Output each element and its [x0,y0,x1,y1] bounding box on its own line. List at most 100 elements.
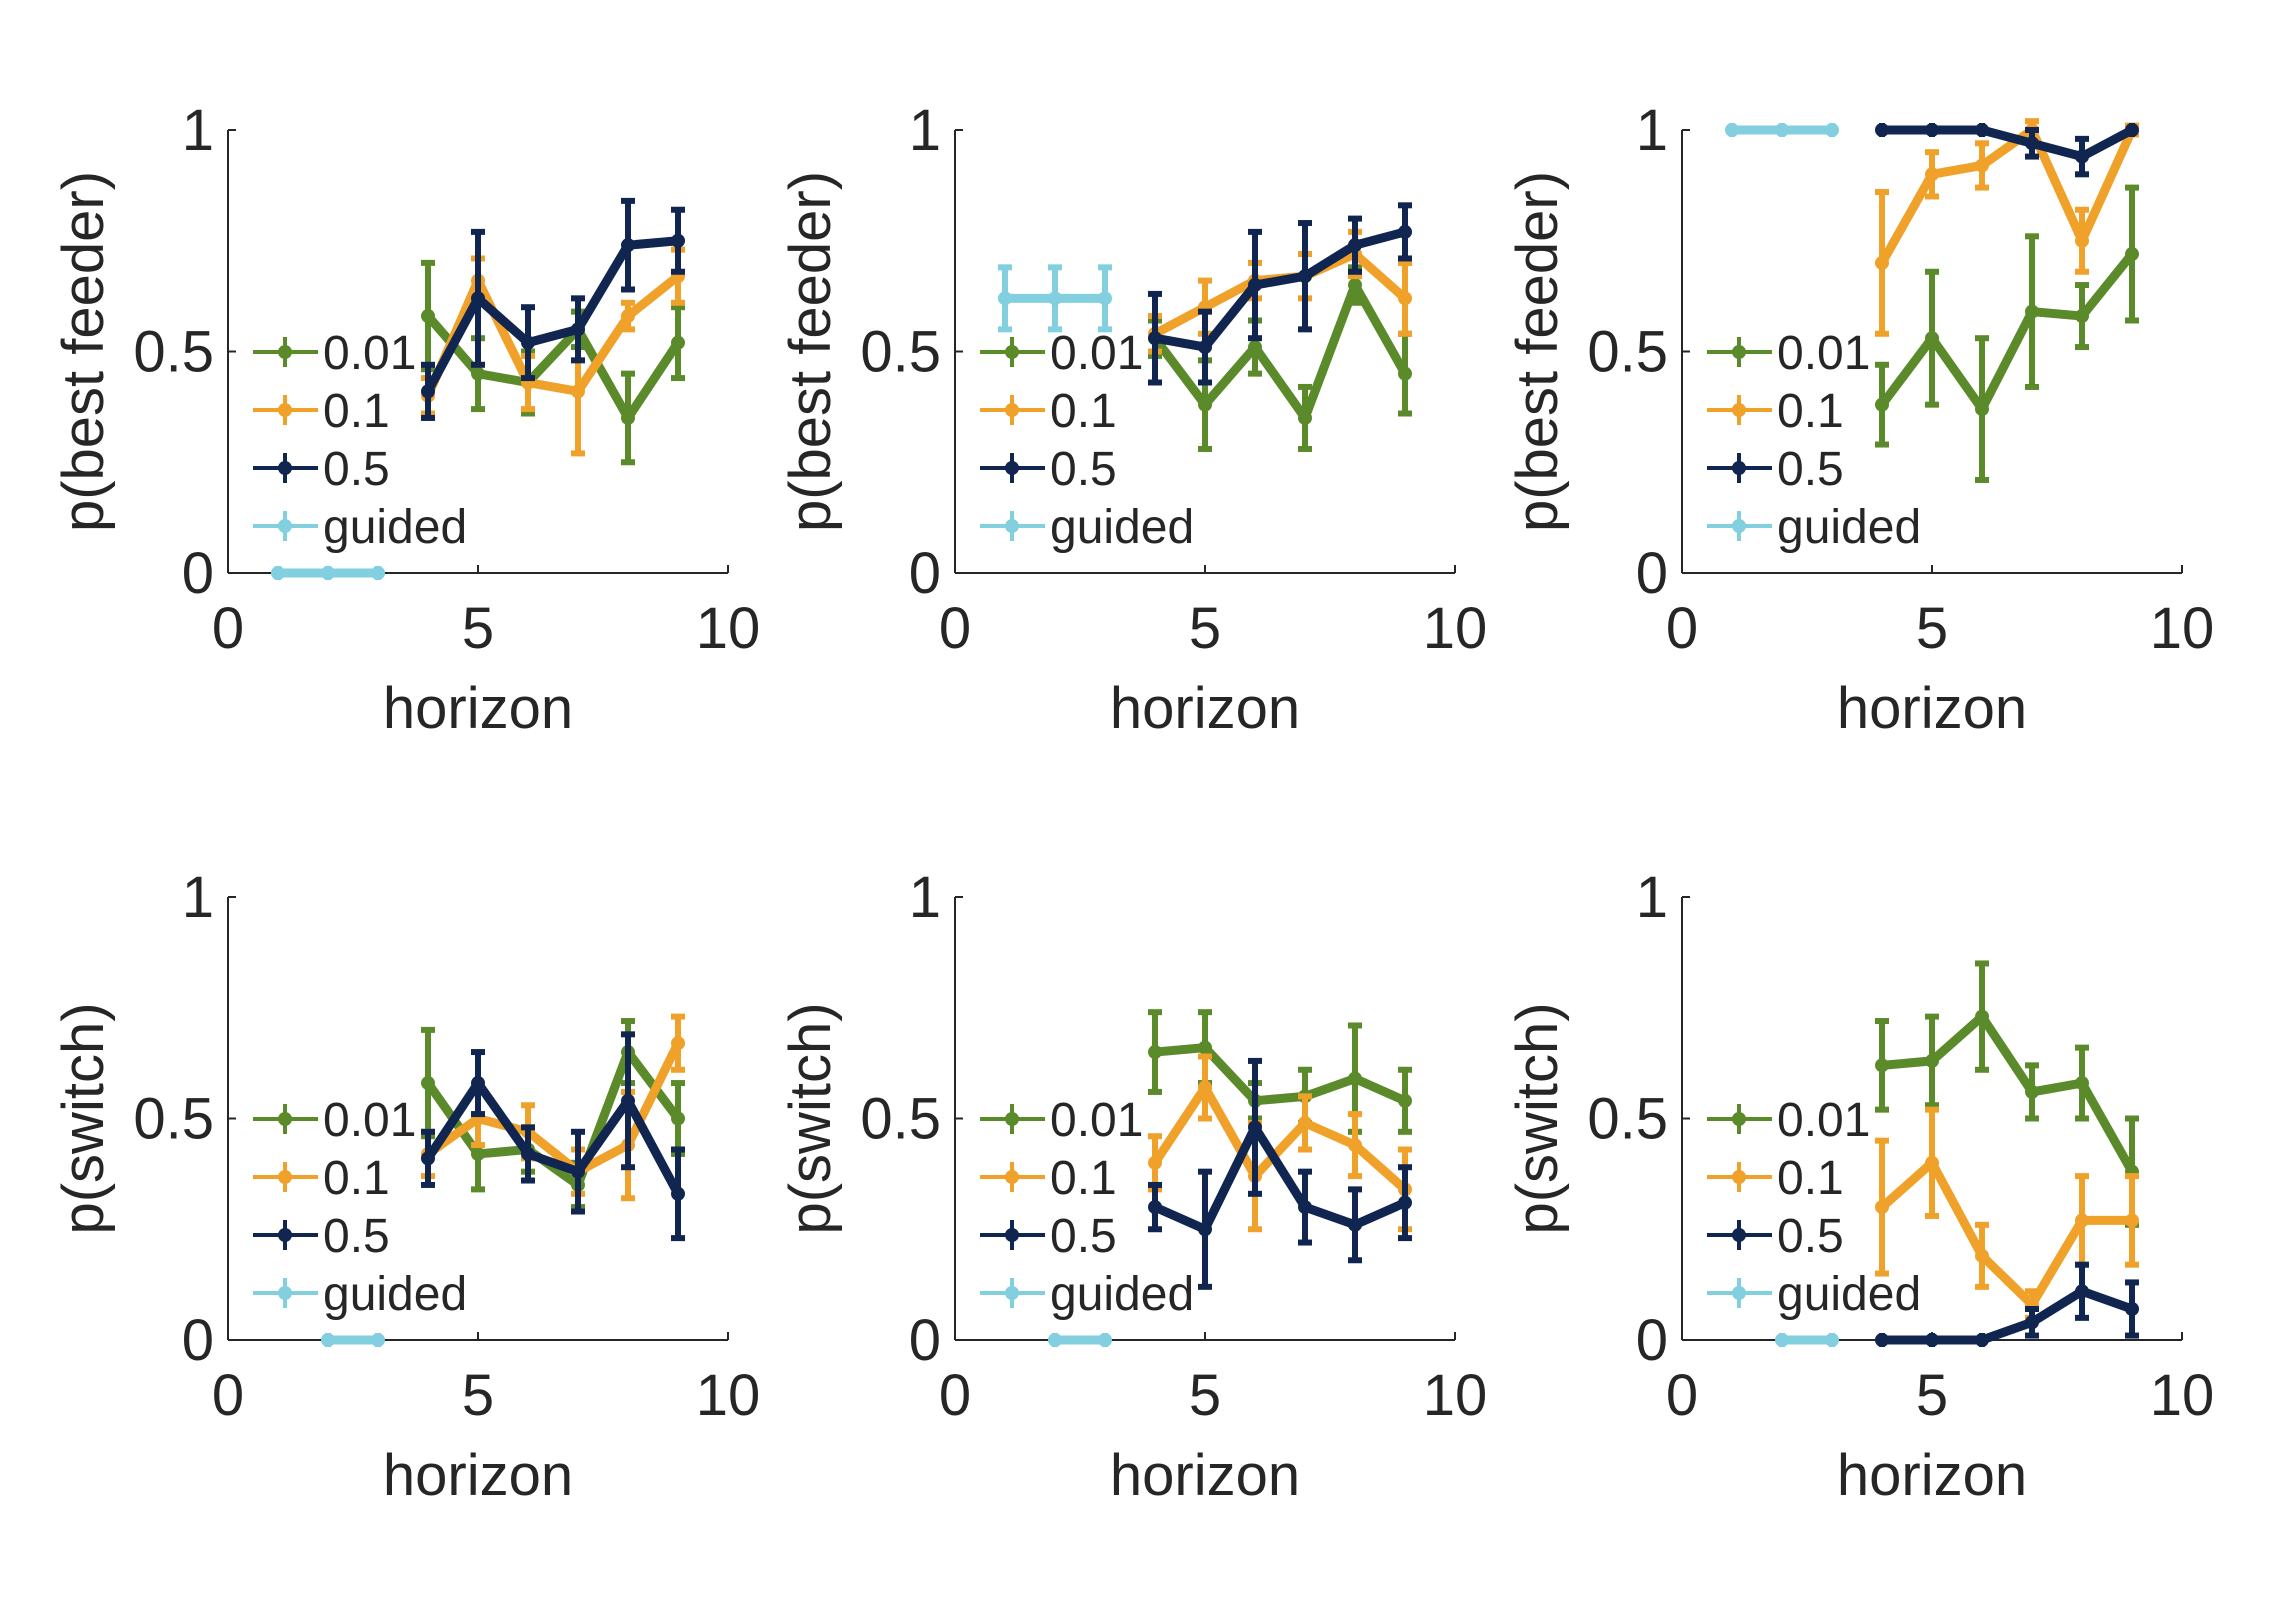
legend-swatch-marker [1732,1170,1746,1184]
y-tick-label: 0 [182,541,214,606]
series-guided [1725,123,1839,137]
x-tick-label: 0 [1666,596,1698,661]
y-tick-label: 0 [1636,541,1668,606]
data-point [671,1111,685,1126]
data-point [671,1036,685,1051]
y-axis-label: p(best feeder) [778,171,843,532]
series-0.5 [1875,123,2139,178]
series-line [423,1078,683,1199]
data-point [271,566,285,580]
data-point [1775,1333,1789,1347]
data-point [471,366,485,381]
y-axis-label: p(best feeder) [1505,171,1570,532]
legend-item-0.01: 0.01 [253,1094,416,1147]
data-point [2025,136,2039,151]
x-tick-label: 10 [696,596,761,661]
series-line [1877,1158,2137,1310]
series-line [1877,1286,2137,1345]
data-point [1098,291,1112,306]
legend-swatch-marker [1732,461,1746,475]
data-point [1298,410,1312,425]
y-tick-label: 1 [909,865,941,930]
data-point [421,1151,435,1166]
legend-item-guided: guided [1707,501,1921,554]
series-line [1877,1012,2137,1177]
legend-label: 0.01 [1777,1094,1870,1147]
y-tick-label: 1 [1636,865,1668,930]
data-point [521,1146,535,1161]
series-guided [271,566,385,580]
legend-label: 0.5 [1777,443,1844,496]
data-point [471,291,485,306]
legend-label: guided [1777,501,1921,554]
legend-item-0.01: 0.01 [1707,1094,1870,1147]
y-axis-label: p(switch) [778,1002,843,1234]
series-line [1150,227,1410,352]
y-tick-label: 0.5 [1587,320,1668,385]
data-point [1148,1200,1162,1215]
data-point [1398,291,1412,306]
data-point [1348,238,1362,253]
data-point [1925,1333,1939,1347]
legend-label: 0.1 [1777,1152,1844,1205]
data-point [2125,247,2139,262]
legend-swatch-marker [1732,1228,1746,1242]
data-point [1248,340,1262,355]
data-point [1925,1155,1939,1170]
y-tick-label: 0.5 [860,320,941,385]
data-point [1148,331,1162,346]
data-point [1925,331,1939,346]
legend-label: 0.5 [1050,1210,1117,1263]
data-point [1875,397,1889,412]
legend-swatch-marker [1732,1286,1746,1300]
data-point [1975,1009,1989,1024]
data-point [1725,123,1739,137]
data-point [2025,1084,2039,1099]
series-0.1 [1148,228,1412,355]
data-point [1298,1200,1312,1215]
x-axis-label: horizon [1837,676,2027,741]
series-line [1150,280,1410,423]
series-line [423,271,683,401]
legend-item-0.1: 0.1 [253,385,390,438]
legend-label: 0.01 [323,327,416,380]
legend-swatch-marker [1005,345,1019,359]
legend-swatch-marker [1732,345,1746,359]
legend-swatch-marker [278,1170,292,1184]
data-point [671,335,685,350]
x-tick-label: 5 [462,596,494,661]
data-point [1925,1053,1939,1068]
data-point [1825,1333,1839,1347]
series-guided [998,264,1112,333]
data-point [2125,1213,2139,1228]
legend-swatch-marker [1005,461,1019,475]
legend-item-0.5: 0.5 [253,443,390,496]
data-point [1875,255,1889,270]
x-tick-label: 10 [696,1363,761,1428]
legend-item-0.1: 0.1 [1707,385,1844,438]
x-tick-label: 0 [1666,1363,1698,1428]
data-point [1298,1115,1312,1130]
data-point [2075,149,2089,164]
data-point [621,238,635,253]
data-point [321,1333,335,1347]
data-point [1825,123,1839,137]
data-point [1975,1333,1989,1347]
series-line [1877,249,2137,414]
legend-item-0.5: 0.5 [980,1210,1117,1263]
data-point [621,410,635,425]
legend-swatch-marker [278,1228,292,1242]
y-tick-label: 1 [182,865,214,930]
data-point [1348,1071,1362,1086]
data-point [1248,1120,1262,1135]
data-point [1298,269,1312,284]
y-tick-label: 0 [1636,1308,1668,1373]
x-tick-label: 10 [1423,1363,1488,1428]
legend-swatch-marker [278,403,292,417]
data-point [1348,1217,1362,1232]
x-tick-label: 5 [1189,1363,1221,1428]
data-point [998,291,1012,306]
